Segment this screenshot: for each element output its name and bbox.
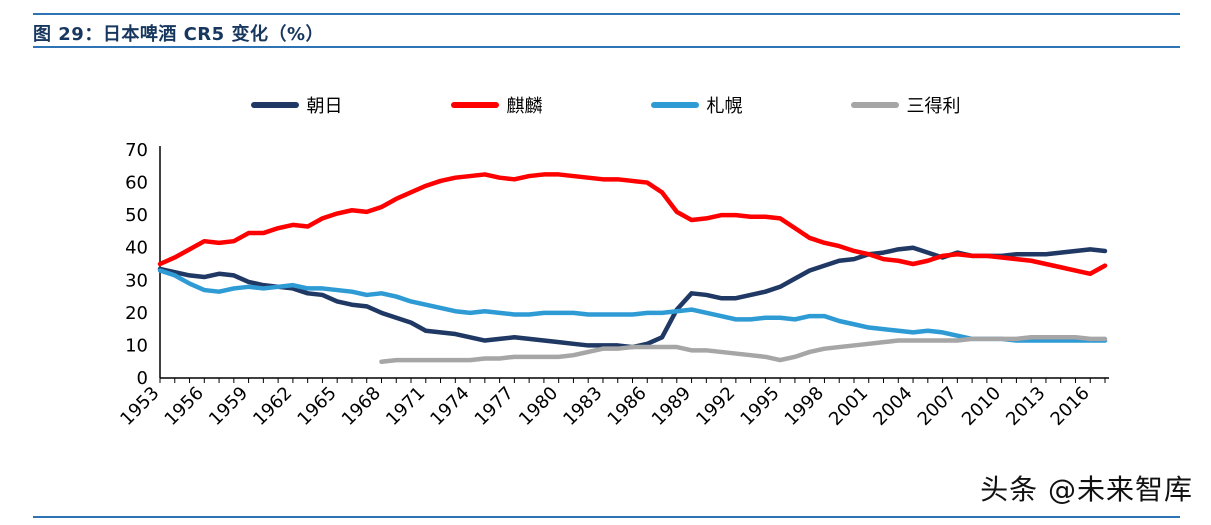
svg-text:2013: 2013 <box>1002 383 1049 430</box>
legend-label-sapporo: 札幌 <box>706 96 743 117</box>
svg-text:1980: 1980 <box>515 383 562 430</box>
title-underline <box>33 46 1180 48</box>
svg-text:1953: 1953 <box>116 383 163 430</box>
svg-text:1986: 1986 <box>604 383 651 430</box>
svg-text:40: 40 <box>125 238 148 259</box>
svg-text:20: 20 <box>125 303 148 324</box>
svg-text:1998: 1998 <box>781 383 828 430</box>
legend-label-asahi: 朝日 <box>306 96 343 117</box>
legend-label-suntory: 三得利 <box>906 96 961 117</box>
bottom-accent-line <box>33 516 1180 518</box>
svg-text:2004: 2004 <box>869 383 916 430</box>
top-accent-line <box>33 13 1180 15</box>
legend-item-suntory: 三得利 <box>850 92 961 118</box>
svg-text:1965: 1965 <box>293 383 340 430</box>
svg-text:1995: 1995 <box>736 383 783 430</box>
sapporo-line-swatch <box>650 102 699 108</box>
svg-text:1977: 1977 <box>471 383 518 430</box>
svg-text:1959: 1959 <box>205 383 252 430</box>
svg-text:1992: 1992 <box>692 383 739 430</box>
svg-text:2001: 2001 <box>825 383 872 430</box>
legend-item-asahi: 朝日 <box>250 92 343 118</box>
svg-text:70: 70 <box>125 140 148 161</box>
svg-text:2016: 2016 <box>1047 383 1094 430</box>
svg-text:1971: 1971 <box>382 383 429 430</box>
svg-text:60: 60 <box>125 173 148 194</box>
svg-text:1974: 1974 <box>426 383 473 430</box>
legend-label-kirin: 麒麟 <box>506 96 543 117</box>
svg-text:50: 50 <box>125 205 148 226</box>
svg-text:1962: 1962 <box>249 383 296 430</box>
line-chart: 0102030405060701953195619591962196519681… <box>116 140 1109 430</box>
legend-item-sapporo: 札幌 <box>650 92 743 118</box>
figure-title: 图 29：日本啤酒 CR5 变化（%） <box>33 24 324 45</box>
kirin-line-swatch <box>450 102 499 108</box>
svg-text:1956: 1956 <box>161 383 208 430</box>
svg-text:0: 0 <box>137 368 148 389</box>
suntory-line-swatch <box>850 102 899 108</box>
chart-legend: 朝日 麒麟 札幌 三得利 <box>0 92 1211 118</box>
line-chart-area: 0 10 20 30 40 50 60 70 1953 1956 1959 1962 1965 1968 1… <box>55 128 1155 462</box>
svg-text:1989: 1989 <box>648 383 695 430</box>
svg-text:1983: 1983 <box>559 383 606 430</box>
svg-text:2007: 2007 <box>914 383 961 430</box>
svg-text:30: 30 <box>125 270 148 291</box>
watermark-text: 头条 @未来智库 <box>980 473 1193 506</box>
svg-text:10: 10 <box>125 335 148 356</box>
legend-item-kirin: 麒麟 <box>450 92 543 118</box>
svg-text:1968: 1968 <box>338 383 385 430</box>
asahi-line-swatch <box>250 102 299 108</box>
svg-text:2010: 2010 <box>958 383 1005 430</box>
